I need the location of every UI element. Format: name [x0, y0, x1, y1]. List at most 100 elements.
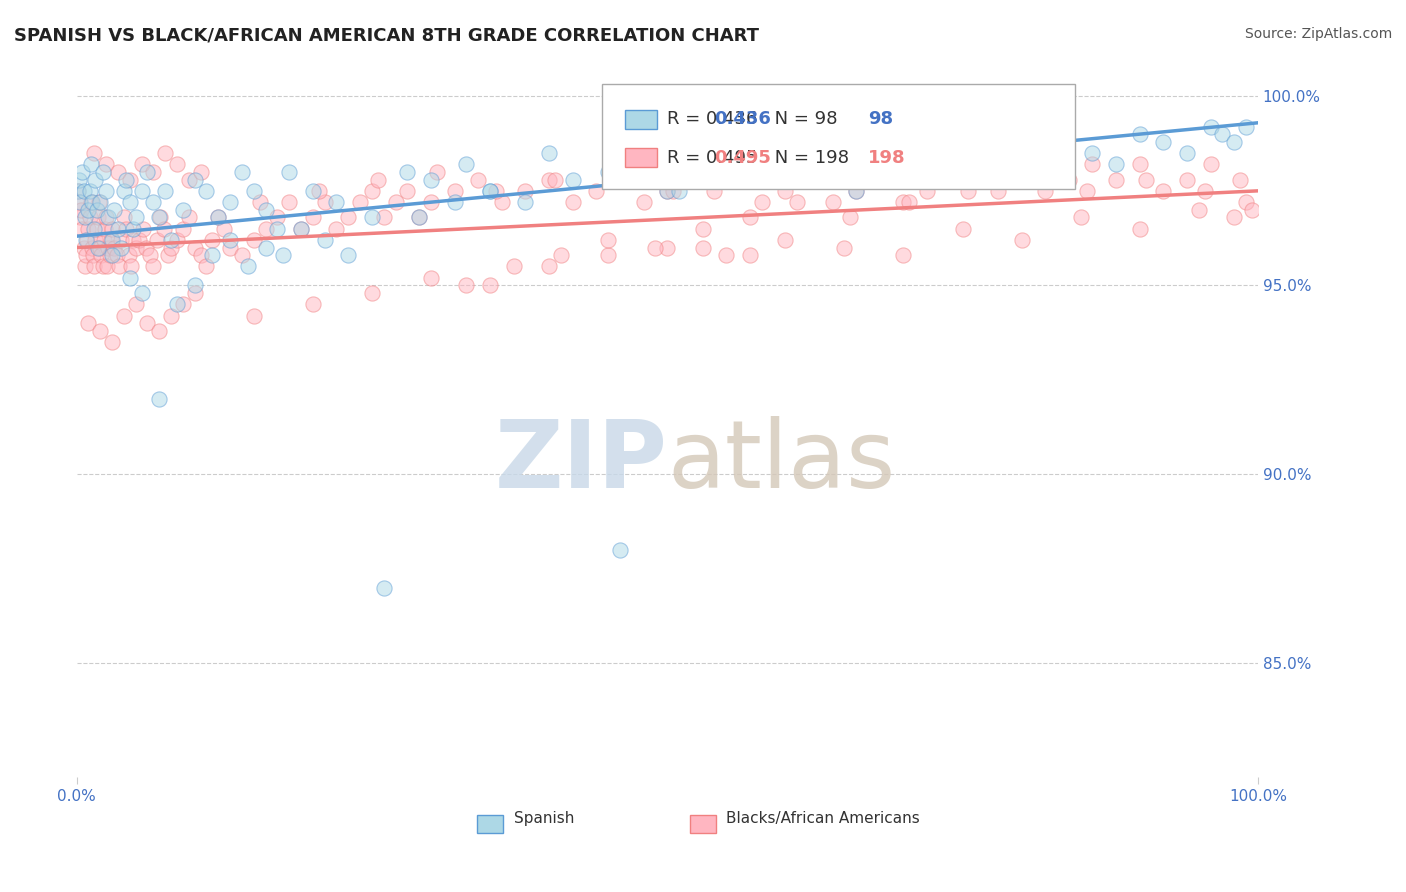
Point — [166, 297, 188, 311]
Point — [952, 146, 974, 161]
Point — [79, 211, 101, 225]
Point — [738, 248, 761, 262]
Point — [290, 221, 312, 235]
Point — [738, 211, 761, 225]
Text: ZIP: ZIP — [495, 416, 668, 508]
Point — [87, 241, 110, 255]
Point — [1022, 157, 1045, 171]
Point — [142, 165, 165, 179]
Text: 0.436: 0.436 — [714, 111, 772, 128]
Point — [136, 316, 159, 330]
Point — [1081, 146, 1104, 161]
Point — [325, 195, 347, 210]
Text: Source: ZipAtlas.com: Source: ZipAtlas.com — [1244, 27, 1392, 41]
Point — [1057, 172, 1080, 186]
Point — [94, 221, 117, 235]
Point — [538, 172, 561, 186]
Point — [149, 211, 172, 225]
Text: Spanish: Spanish — [513, 811, 574, 826]
Point — [84, 172, 107, 186]
Point — [1234, 195, 1257, 210]
Point — [987, 184, 1010, 198]
Point — [893, 135, 915, 149]
Point — [98, 248, 121, 262]
Text: atlas: atlas — [668, 416, 896, 508]
Point — [1070, 211, 1092, 225]
Point — [278, 195, 301, 210]
Point — [1135, 172, 1157, 186]
Point — [479, 184, 502, 198]
Point — [100, 233, 122, 247]
Point — [160, 241, 183, 255]
Point — [146, 233, 169, 247]
Point — [786, 157, 808, 171]
Point — [89, 241, 111, 255]
Point — [103, 202, 125, 217]
Point — [396, 184, 419, 198]
Point — [172, 297, 194, 311]
Point — [598, 248, 620, 262]
Point — [67, 195, 90, 210]
Point — [1011, 233, 1033, 247]
Text: SPANISH VS BLACK/AFRICAN AMERICAN 8TH GRADE CORRELATION CHART: SPANISH VS BLACK/AFRICAN AMERICAN 8TH GR… — [14, 27, 759, 45]
Point — [93, 233, 115, 247]
Point — [70, 202, 93, 217]
Point — [219, 233, 242, 247]
Point — [609, 543, 631, 558]
Point — [153, 184, 176, 198]
Point — [75, 248, 97, 262]
Point — [86, 221, 108, 235]
Point — [190, 165, 212, 179]
Point — [657, 184, 679, 198]
Point — [1194, 184, 1216, 198]
Point — [75, 233, 97, 247]
Point — [103, 241, 125, 255]
Point — [609, 172, 631, 186]
Point — [183, 278, 205, 293]
Point — [207, 211, 229, 225]
Point — [1199, 120, 1222, 134]
Point — [561, 172, 583, 186]
Point — [957, 184, 980, 198]
Point — [373, 211, 395, 225]
Point — [598, 233, 620, 247]
Point — [166, 233, 188, 247]
Point — [195, 260, 218, 274]
Point — [1229, 172, 1251, 186]
Point — [420, 195, 443, 210]
Point — [703, 184, 725, 198]
Point — [479, 184, 502, 198]
Point — [122, 233, 145, 247]
Point — [360, 211, 382, 225]
Point — [821, 195, 844, 210]
Point — [467, 172, 489, 186]
Point — [153, 146, 176, 161]
Point — [721, 172, 744, 186]
Point — [349, 195, 371, 210]
Point — [367, 172, 389, 186]
Point — [90, 248, 112, 262]
Point — [456, 157, 478, 171]
Point — [408, 211, 430, 225]
Point — [183, 172, 205, 186]
Point — [156, 248, 179, 262]
Point — [80, 195, 103, 210]
Point — [915, 184, 938, 198]
Point — [266, 221, 288, 235]
Point — [1129, 157, 1152, 171]
Point — [77, 221, 100, 235]
Point — [337, 248, 360, 262]
Point — [657, 241, 679, 255]
Point — [148, 392, 170, 406]
Point — [242, 184, 264, 198]
Point — [585, 184, 607, 198]
Point — [77, 316, 100, 330]
Point — [692, 241, 714, 255]
Point — [94, 211, 117, 225]
Point — [80, 157, 103, 171]
Point — [727, 172, 749, 186]
Point — [101, 248, 124, 262]
Point — [107, 165, 129, 179]
Point — [115, 221, 138, 235]
Point — [893, 195, 915, 210]
